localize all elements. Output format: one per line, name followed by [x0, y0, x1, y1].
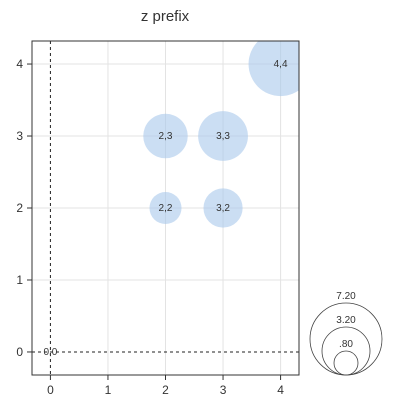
bubble-point	[248, 41, 299, 97]
y-tick-label: 2	[16, 201, 23, 215]
x-tick-label: 2	[162, 383, 169, 397]
point-label: 4,4	[274, 59, 288, 70]
point-label: 2,3	[159, 131, 173, 142]
x-tick-label: 0	[47, 383, 54, 397]
bubble-point	[143, 113, 188, 159]
x-tick-label: 4	[277, 383, 284, 397]
bubbles	[143, 41, 299, 228]
legend-label: .80	[339, 339, 353, 350]
zero-lines	[32, 41, 299, 375]
legend-circle	[333, 350, 359, 376]
point-label: 3,3	[216, 131, 230, 142]
y-tick-label: 0	[16, 345, 23, 359]
chart-title: z prefix	[141, 8, 190, 25]
legend-label: 3.20	[336, 315, 356, 326]
legend-label: 7.20	[336, 291, 356, 302]
size-legend: 7.20 3.20 .80	[309, 291, 383, 376]
x-tick-label: 1	[105, 383, 112, 397]
point-labels: 0,0 2,2 3,2 2,3 3,3 4,4	[43, 59, 288, 358]
x-axis: 0 1 2 3 4	[47, 375, 284, 397]
point-label: 2,2	[159, 203, 173, 214]
y-tick-label: 4	[16, 57, 23, 71]
x-tick-label: 3	[220, 383, 227, 397]
bubble-point	[203, 188, 243, 228]
bubble-point	[198, 111, 248, 161]
y-axis: 0 1 2 3 4	[16, 57, 32, 359]
bubble-point	[149, 191, 182, 225]
y-tick-label: 3	[16, 129, 23, 143]
point-label: 0,0	[43, 347, 57, 358]
y-tick-label: 1	[16, 273, 23, 287]
point-label: 3,2	[216, 203, 230, 214]
